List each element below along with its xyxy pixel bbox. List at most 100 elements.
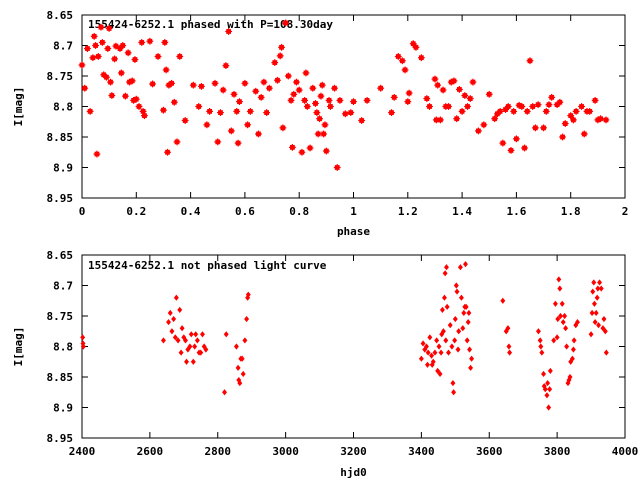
data-point: [535, 328, 541, 335]
data-point: [222, 389, 228, 396]
data-point: [586, 107, 594, 115]
data-point: [222, 62, 230, 70]
data-point: [398, 57, 406, 65]
data-point: [168, 79, 175, 87]
y-axis-label: I[mag]: [12, 87, 25, 127]
data-point: [90, 32, 98, 40]
data-point: [444, 264, 449, 271]
data-point: [425, 349, 431, 356]
data-point: [225, 28, 233, 35]
data-point: [592, 319, 598, 326]
data-point: [279, 124, 287, 132]
data-point: [458, 107, 466, 115]
data-point: [290, 90, 298, 98]
y-tick-label: 8.75: [47, 70, 74, 83]
data-point: [111, 55, 118, 63]
data-point: [112, 42, 120, 50]
data-point: [463, 303, 469, 310]
data-point: [203, 346, 209, 353]
data-point: [461, 92, 469, 99]
data-point: [523, 107, 531, 115]
data-point: [591, 97, 599, 104]
data-point: [160, 106, 167, 114]
data-point: [453, 282, 459, 289]
data-point: [575, 319, 580, 326]
data-point: [192, 343, 198, 350]
data-point: [570, 116, 577, 124]
data-point: [161, 39, 169, 46]
data-point: [89, 54, 97, 62]
data-point: [217, 109, 224, 116]
data-point: [313, 109, 321, 116]
data-point: [539, 349, 545, 356]
data-point: [98, 39, 106, 46]
data-point: [325, 97, 333, 104]
data-point: [322, 147, 330, 155]
data-point: [284, 72, 292, 80]
data-point: [506, 343, 512, 350]
x-tick-label: 4000: [612, 445, 639, 458]
data-point: [434, 337, 440, 344]
x-tick-label: 1.8: [561, 205, 581, 218]
data-point: [94, 53, 102, 60]
data-point: [78, 61, 86, 69]
data-point: [175, 337, 181, 344]
data-point: [97, 23, 105, 31]
data-point: [401, 66, 409, 74]
data-point: [468, 364, 474, 371]
data-point: [542, 386, 548, 393]
data-point: [135, 103, 143, 110]
data-point: [431, 75, 439, 83]
x-tick-label: 2800: [205, 445, 232, 458]
x-tick-label: 1.2: [398, 205, 418, 218]
y-tick-label: 8.9: [53, 402, 73, 415]
x-tick-label: 3200: [340, 445, 367, 458]
data-point: [178, 349, 184, 356]
data-point: [591, 300, 597, 307]
data-point: [233, 343, 239, 350]
data-point: [457, 264, 463, 271]
x-tick-label: 1.4: [452, 205, 472, 218]
data-point: [317, 92, 325, 100]
x-tick-label: 0.8: [289, 205, 309, 218]
data-point: [563, 325, 569, 332]
data-point: [236, 98, 243, 106]
data-point: [358, 117, 366, 124]
data-point: [466, 95, 474, 102]
y-tick-label: 8.95: [47, 192, 74, 205]
data-point: [289, 143, 296, 151]
data-point: [176, 53, 184, 60]
data-point: [235, 364, 241, 371]
data-point: [513, 135, 520, 143]
data-point: [439, 306, 445, 313]
data-point: [341, 110, 349, 118]
y-tick-label: 8.8: [53, 341, 73, 354]
x-tick-label: 3400: [408, 445, 435, 458]
data-point: [603, 349, 609, 356]
data-point: [119, 42, 127, 49]
data-point: [171, 315, 177, 323]
data-point: [429, 352, 435, 359]
data-point: [567, 373, 573, 381]
data-point: [177, 306, 183, 313]
data-point: [559, 300, 565, 307]
data-point: [412, 43, 420, 51]
data-point: [141, 112, 148, 120]
data-point: [529, 103, 537, 110]
data-point: [117, 69, 125, 77]
data-point: [532, 124, 539, 132]
data-point: [445, 103, 452, 110]
data-point: [552, 300, 558, 307]
data-point: [600, 325, 606, 332]
data-point: [81, 84, 89, 92]
x-tick-label: 0.2: [126, 205, 146, 218]
data-point: [124, 49, 132, 57]
data-point: [293, 78, 300, 86]
data-point: [559, 133, 566, 141]
data-point: [420, 340, 426, 347]
data-point: [233, 107, 241, 115]
data-point: [463, 261, 468, 268]
data-point: [198, 349, 204, 356]
data-point: [388, 109, 395, 116]
data-point: [390, 93, 398, 101]
